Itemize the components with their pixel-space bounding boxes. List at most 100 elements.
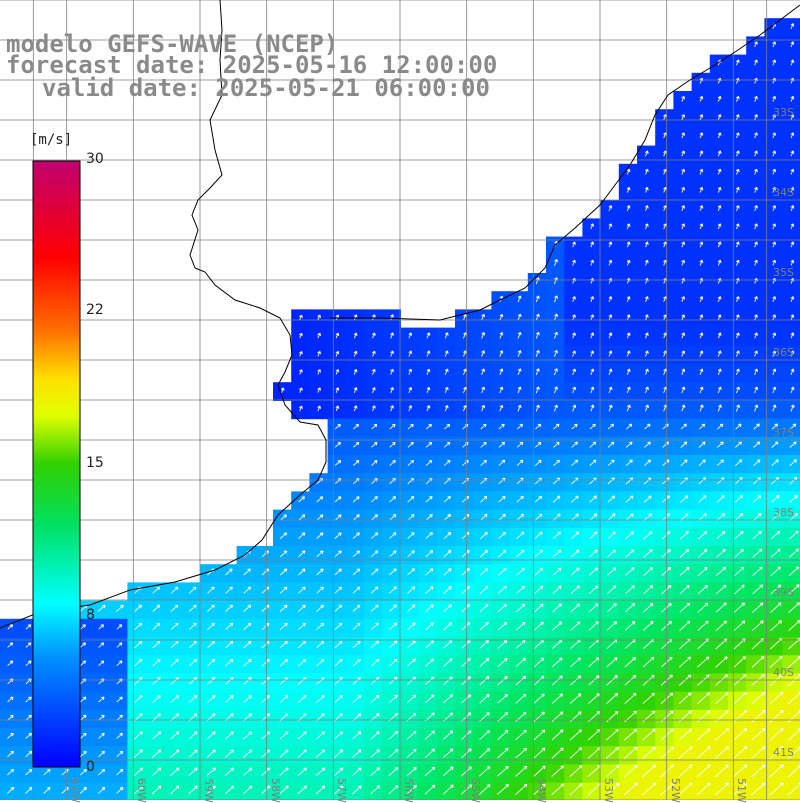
wind-arrow xyxy=(772,150,777,157)
wind-arrow xyxy=(770,566,781,577)
wind-arrow xyxy=(643,603,654,613)
wind-arrow xyxy=(297,622,306,631)
speed-cell xyxy=(527,618,547,638)
wind-arrow xyxy=(133,695,143,704)
wind-arrow xyxy=(443,586,452,594)
wind-arrow xyxy=(424,748,435,759)
colorbar-tick: 30 xyxy=(86,151,104,167)
wind-arrow xyxy=(732,764,748,778)
wind-arrow xyxy=(389,496,397,503)
wind-arrow xyxy=(644,404,649,412)
wind-arrow xyxy=(515,747,527,759)
wind-arrow xyxy=(335,332,340,339)
wind-arrow xyxy=(371,314,376,321)
wind-arrow xyxy=(754,59,758,66)
wind-arrow xyxy=(606,567,617,576)
wind-arrow xyxy=(608,350,613,357)
wind-arrow xyxy=(517,386,522,394)
wind-arrow xyxy=(697,620,709,631)
wind-arrow xyxy=(678,782,693,796)
wind-arrow xyxy=(790,386,795,394)
wind-arrow xyxy=(334,640,343,649)
wind-arrow xyxy=(462,350,467,357)
wind-arrow xyxy=(7,660,14,667)
wind-arrow xyxy=(589,513,598,521)
wind-arrow xyxy=(644,314,649,321)
wind-arrow xyxy=(625,567,635,576)
wind-arrow xyxy=(678,746,693,760)
speed-cell xyxy=(728,564,747,583)
wind-arrow xyxy=(460,748,472,759)
wind-arrow xyxy=(461,604,471,613)
wind-arrow xyxy=(407,459,415,466)
wind-arrow xyxy=(626,332,631,339)
wind-arrow xyxy=(170,749,180,758)
wind-arrow xyxy=(642,692,655,705)
wind-arrow xyxy=(480,495,488,503)
wind-arrow xyxy=(589,459,597,467)
wind-arrow xyxy=(43,787,51,794)
wind-arrow xyxy=(751,602,764,613)
speed-cell xyxy=(345,728,365,747)
wind-arrow xyxy=(370,694,380,704)
wind-arrow xyxy=(462,332,467,339)
wind-arrow xyxy=(316,568,324,576)
wind-arrow xyxy=(497,729,509,741)
wind-arrow xyxy=(497,639,508,649)
wind-arrow xyxy=(443,514,452,521)
wind-arrow xyxy=(7,642,14,648)
wind-arrow xyxy=(497,603,507,613)
wind-arrow xyxy=(734,566,745,577)
wind-arrow xyxy=(717,314,722,321)
wind-arrow xyxy=(643,513,652,522)
wind-arrow xyxy=(316,604,324,612)
wind-arrow xyxy=(352,622,361,631)
wind-arrow xyxy=(623,782,638,796)
wind-arrow xyxy=(499,332,504,339)
wind-arrow xyxy=(733,692,747,705)
wind-arrow xyxy=(170,586,179,594)
wind-arrow xyxy=(589,495,597,503)
wind-arrow xyxy=(498,459,506,466)
wind-arrow xyxy=(735,314,740,321)
wind-arrow xyxy=(279,604,288,612)
wind-arrow xyxy=(25,642,32,648)
wind-arrow xyxy=(316,586,324,594)
wind-arrow xyxy=(352,532,360,539)
wind-arrow xyxy=(335,314,340,321)
wind-arrow xyxy=(716,531,726,540)
wind-arrow xyxy=(408,350,413,357)
wind-arrow xyxy=(734,441,742,448)
wind-arrow xyxy=(588,585,599,595)
wind-arrow xyxy=(390,350,394,357)
wind-arrow xyxy=(298,586,306,594)
wind-arrow xyxy=(353,460,360,466)
wind-arrow xyxy=(334,496,342,503)
wind-arrow xyxy=(699,223,704,230)
speed-cell xyxy=(455,691,474,711)
wind-arrow xyxy=(624,603,636,613)
colorbar xyxy=(32,160,81,768)
wind-arrow xyxy=(316,514,324,521)
wind-arrow xyxy=(152,731,162,740)
wind-arrow xyxy=(715,602,727,613)
wind-arrow xyxy=(571,459,579,467)
wind-arrow xyxy=(390,368,394,375)
wind-arrow xyxy=(716,548,726,558)
wind-arrow xyxy=(588,657,600,668)
wind-arrow xyxy=(370,568,379,576)
wind-arrow xyxy=(225,568,233,576)
wind-arrow xyxy=(770,584,782,595)
latitude-label: 38S xyxy=(773,506,794,519)
latitude-label: 39S xyxy=(773,586,794,599)
wind-arrow xyxy=(371,496,378,503)
wind-arrow xyxy=(679,584,690,595)
longitude-label: 61W xyxy=(68,778,82,803)
wind-arrow xyxy=(769,620,782,632)
wind-arrow xyxy=(370,550,379,558)
wind-arrow xyxy=(206,785,216,795)
wind-arrow xyxy=(590,404,595,412)
wind-arrow xyxy=(754,332,758,339)
wind-arrow xyxy=(261,695,270,704)
wind-arrow xyxy=(406,748,417,759)
